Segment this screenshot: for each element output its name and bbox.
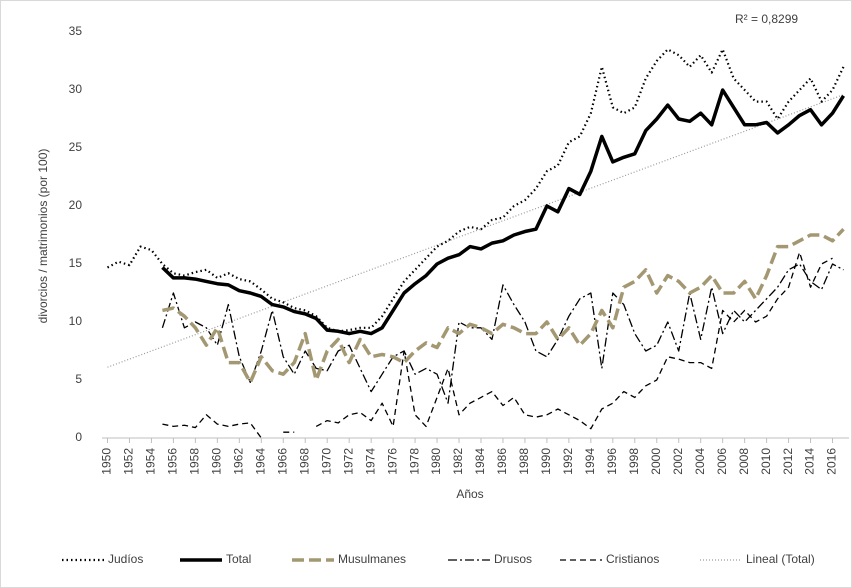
y-tick-label: 10	[69, 314, 83, 328]
x-tick-label: 1966	[275, 448, 289, 475]
x-tick-label: 1980	[429, 448, 443, 475]
y-tick-label: 30	[69, 82, 83, 96]
x-tick-label: 1960	[210, 448, 224, 475]
y-tick-label: 0	[75, 430, 82, 444]
series-line	[161, 263, 844, 404]
x-tick-label: 1970	[319, 448, 333, 475]
x-tick-label: 1986	[495, 448, 509, 475]
x-tick-label: 1994	[583, 448, 597, 475]
x-tick-label: 1956	[166, 448, 180, 475]
x-tick-label: 1984	[473, 448, 487, 475]
legend-label: Lineal (Total)	[746, 552, 815, 566]
x-tick-label: 1968	[297, 448, 311, 475]
legend-label: Total	[226, 552, 251, 566]
x-tick-label: 1950	[100, 448, 114, 475]
x-tick-label: 2010	[759, 448, 773, 475]
x-tick-label: 1964	[253, 448, 267, 475]
x-tick-label: 2000	[649, 448, 663, 475]
x-tick-label: 1982	[451, 448, 465, 475]
y-tick-label: 25	[69, 140, 83, 154]
x-tick-label: 1990	[539, 448, 553, 475]
x-tick-label: 1972	[341, 448, 355, 475]
y-tick-label: 15	[69, 256, 83, 270]
x-tick-label: 2014	[803, 448, 817, 475]
x-tick-label: 1998	[627, 448, 641, 475]
y-tick-label: 20	[69, 198, 83, 212]
x-tick-label: 1952	[122, 448, 136, 475]
x-tick-label: 1958	[188, 448, 202, 475]
legend-label: Judíos	[108, 552, 143, 566]
x-tick-label: 1954	[144, 448, 158, 475]
y-tick-label: 5	[75, 372, 82, 386]
x-axis-label: Años	[456, 487, 483, 501]
series-line	[161, 88, 845, 336]
series-line	[162, 251, 833, 439]
x-tick-label: 2012	[781, 448, 795, 475]
series-line	[162, 227, 845, 385]
x-tick-label: 2002	[671, 448, 685, 475]
x-tick-label: 2004	[693, 448, 707, 475]
y-axis-label: divorcios / matrimonios (por 100)	[36, 149, 50, 324]
x-tick-label: 1988	[517, 448, 531, 475]
legend-label: Cristianos	[606, 552, 659, 566]
x-tick-label: 2016	[825, 448, 839, 475]
y-tick-label: 35	[69, 24, 83, 38]
x-tick-label: 1962	[231, 448, 245, 475]
annotation: R² = 0,8299	[735, 12, 798, 26]
legend-label: Drusos	[494, 552, 532, 566]
x-tick-label: 1976	[385, 448, 399, 475]
x-tick-label: 1974	[363, 448, 377, 475]
x-tick-label: 2006	[715, 448, 729, 475]
x-tick-label: 1992	[561, 448, 575, 475]
x-tick-label: 1978	[407, 448, 421, 475]
x-tick-label: 2008	[737, 448, 751, 475]
x-tick-label: 1996	[605, 448, 619, 475]
legend-label: Musulmanes	[338, 552, 406, 566]
trend-line	[107, 94, 844, 368]
